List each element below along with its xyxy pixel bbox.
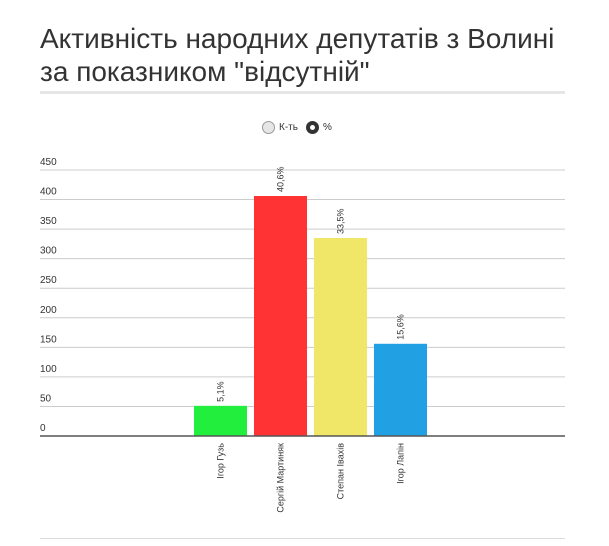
bar — [254, 196, 307, 436]
measure-toggle[interactable]: К-ть % — [262, 121, 340, 134]
bar — [374, 343, 427, 436]
chart-title: Активність народних депутатів з Волині з… — [40, 23, 555, 87]
bar — [314, 237, 367, 436]
category-label: Сергій Мартиняк — [276, 443, 286, 513]
y-tick-label: 50 — [40, 393, 52, 404]
y-tick-label: 450 — [40, 157, 57, 168]
toggle-option-percent-label: % — [322, 122, 332, 133]
data-label: 15,6% — [396, 314, 406, 340]
category-label: Ігор Лапін — [396, 443, 406, 484]
toggle-option-percent[interactable]: % — [305, 121, 332, 134]
y-tick-label: 350 — [40, 216, 57, 227]
y-tick-label: 0 — [40, 423, 46, 434]
data-label: 5,1% — [216, 381, 226, 402]
radio-selected-icon[interactable] — [305, 121, 319, 134]
y-tick-label: 150 — [40, 334, 57, 345]
bar — [194, 405, 247, 436]
radio-unselected-icon[interactable] — [262, 121, 275, 134]
footer-divider — [40, 538, 565, 539]
y-tick-label: 250 — [40, 275, 57, 286]
toggle-option-count-label: К-ть — [279, 122, 298, 133]
category-label: Ігор Гузь — [216, 443, 226, 479]
y-tick-label: 100 — [40, 364, 57, 375]
data-label: 40,6% — [276, 166, 286, 192]
toggle-option-count[interactable]: К-ть — [262, 121, 298, 134]
y-tick-label: 400 — [40, 187, 57, 198]
y-tick-label: 300 — [40, 246, 57, 257]
category-label: Степан Івахів — [336, 443, 346, 500]
data-label: 33,5% — [336, 208, 346, 234]
title-divider — [40, 91, 565, 94]
y-tick-label: 200 — [40, 305, 57, 316]
